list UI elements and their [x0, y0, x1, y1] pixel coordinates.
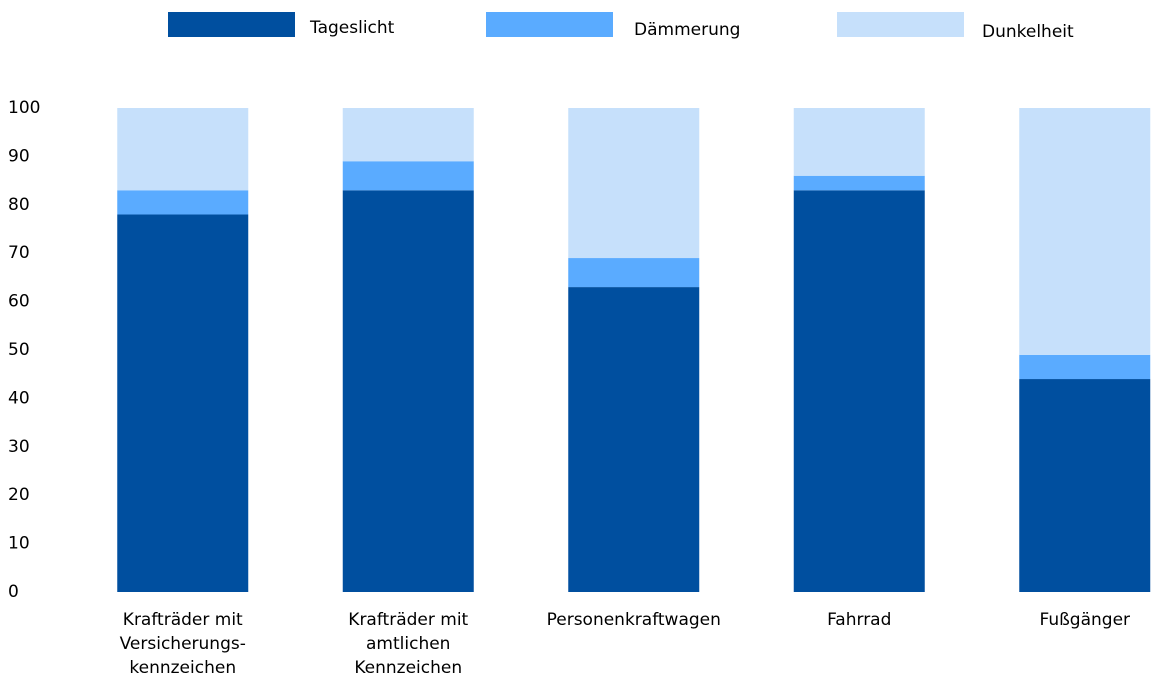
bar-segment [117, 190, 249, 215]
legend-label: Dämmerung [634, 20, 740, 40]
x-tick-label: Personenkraftwagen [547, 610, 721, 630]
bar-segment [117, 214, 249, 593]
bar-segment [117, 108, 249, 191]
x-tick-label: Fahrrad [827, 610, 891, 630]
x-tick-label: Krafträder mit amtlichen Kennzeichen [348, 610, 468, 678]
bar-segment [793, 190, 925, 592]
bar-segment [1019, 379, 1151, 592]
y-tick-label: 50 [8, 340, 30, 360]
bar-segment [1019, 354, 1151, 380]
bar-segment [793, 175, 925, 191]
legend-label: Dunkelheit [982, 22, 1074, 42]
y-tick-label: 20 [8, 485, 30, 505]
y-tick-label: 30 [8, 437, 30, 457]
legend-swatch [168, 12, 295, 37]
y-tick-label: 10 [8, 534, 30, 554]
x-tick-label: Krafträder mit Versicherungs-kennzeichen [120, 610, 246, 678]
y-tick-label: 0 [8, 582, 19, 602]
y-tick-label: 80 [8, 195, 30, 215]
y-tick-label: 70 [8, 243, 30, 263]
bar-segment [342, 161, 474, 191]
legend-swatch [837, 12, 964, 37]
bar-segment [793, 108, 925, 176]
bar-segment [568, 287, 700, 592]
legend-swatch [486, 12, 613, 37]
legend-label: Tageslicht [309, 18, 395, 38]
y-tick-label: 100 [8, 98, 40, 118]
bar-segment [1019, 108, 1151, 355]
bar-segment [342, 190, 474, 592]
y-tick-label: 90 [8, 146, 30, 166]
x-tick-label: Fußgänger [1039, 610, 1130, 630]
y-tick-label: 60 [8, 292, 30, 312]
y-tick-label: 40 [8, 388, 30, 408]
bar-segment [568, 258, 700, 288]
bar-segment [342, 108, 474, 162]
bar-segment [568, 108, 700, 259]
